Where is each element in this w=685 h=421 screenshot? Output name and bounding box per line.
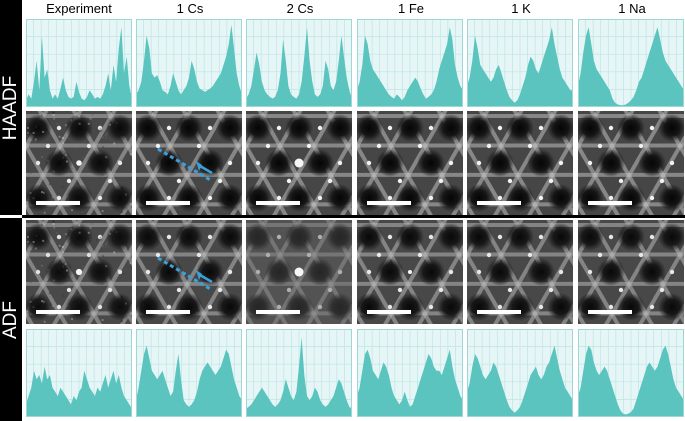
adf-profile-1na <box>578 329 684 417</box>
haadf-profile-1fe <box>357 19 463 107</box>
haadf-image-experiment <box>26 111 132 215</box>
scale-bar <box>367 201 411 205</box>
haadf-image-1k <box>467 111 573 215</box>
profile-area <box>246 337 352 417</box>
profile-area <box>357 27 463 107</box>
haadf-image-1cs <box>136 111 242 215</box>
profile-area <box>467 27 573 107</box>
haadf-image-2cs <box>246 111 352 215</box>
profile-area <box>246 27 352 107</box>
adf-image-experiment <box>26 220 132 324</box>
column-label-1cs: 1 Cs <box>176 1 204 16</box>
adf-image-1cs <box>136 220 242 324</box>
profile-area <box>578 27 684 107</box>
profile-area <box>136 24 242 107</box>
scale-bar <box>477 310 521 314</box>
scale-bar <box>256 201 300 205</box>
scale-bar <box>588 201 632 205</box>
profile-area <box>467 345 573 417</box>
scale-bar <box>36 310 80 314</box>
scale-bar <box>588 310 632 314</box>
haadf-profile-2cs <box>246 19 352 107</box>
scale-bar <box>146 310 190 314</box>
adf-image-2cs <box>246 220 352 324</box>
haadf-row-label: HAADF <box>0 75 21 140</box>
column-label-1k: 1 K <box>511 1 531 16</box>
column-label-1fe: 1 Fe <box>397 1 424 16</box>
haadf-profile-experiment <box>26 19 132 107</box>
scale-bar <box>477 201 521 205</box>
haadf-image-1fe <box>357 111 463 215</box>
adf-profile-2cs <box>246 329 352 417</box>
column-label-experiment: Experiment <box>46 1 112 16</box>
adf-profile-1cs <box>136 329 242 417</box>
adf-profile-1fe <box>357 329 463 417</box>
adf-row-label-bar: ADF <box>0 218 22 421</box>
haadf-row-label-bar: HAADF <box>0 0 22 215</box>
haadf-profile-1cs <box>136 19 242 107</box>
scale-bar <box>36 201 80 205</box>
profile-area <box>578 345 684 417</box>
scale-bar <box>256 310 300 314</box>
column-label-1na: 1 Na <box>618 1 646 16</box>
adf-image-1na <box>578 220 684 324</box>
column-label-2cs: 2 Cs <box>286 1 314 16</box>
row-divider <box>22 215 685 218</box>
adf-image-1fe <box>357 220 463 324</box>
adf-profile-1k <box>467 329 573 417</box>
scale-bar <box>367 310 411 314</box>
haadf-image-1na <box>578 111 684 215</box>
haadf-profile-1k <box>467 19 573 107</box>
adf-profile-experiment <box>26 329 132 417</box>
profile-area <box>357 349 463 417</box>
profile-area <box>26 27 132 107</box>
adf-row-label: ADF <box>0 300 21 339</box>
scale-bar <box>146 201 190 205</box>
haadf-profile-1na <box>578 19 684 107</box>
profile-area <box>136 345 242 417</box>
adf-image-1k <box>467 220 573 324</box>
